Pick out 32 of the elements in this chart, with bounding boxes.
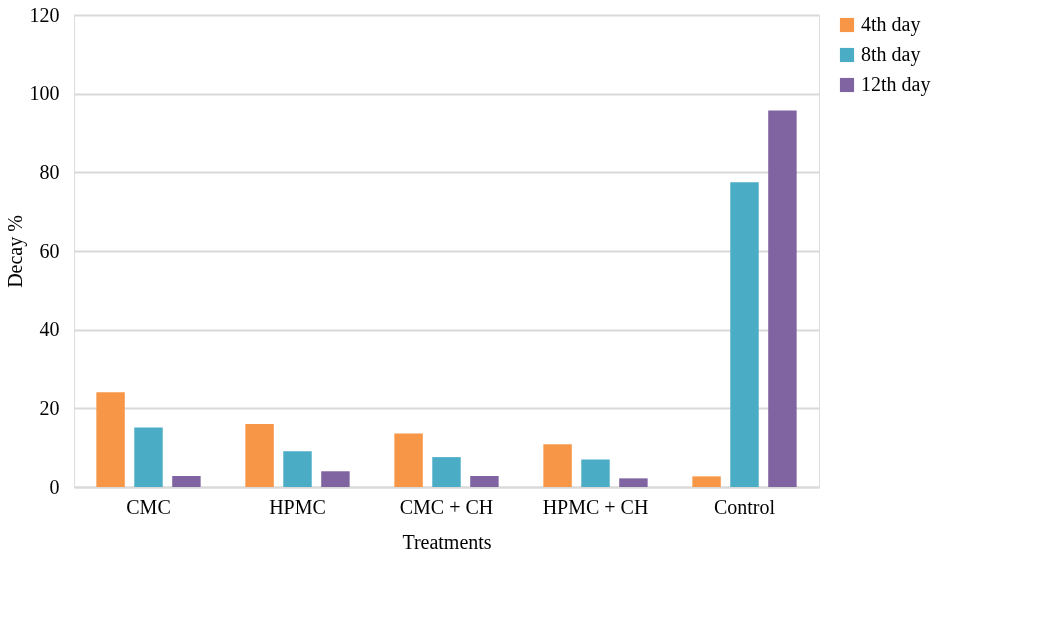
x-tick-label: CMC + CH <box>399 495 494 518</box>
y-tick-label: 40 <box>39 318 60 341</box>
x-tick-label: HPMC <box>269 495 326 518</box>
x-tick-label: HPMC + CH <box>542 495 649 518</box>
y-tick-label: 100 <box>29 82 60 105</box>
bar <box>692 476 721 487</box>
bar <box>432 457 461 487</box>
legend-label: 8th day <box>861 43 921 66</box>
bar <box>581 459 610 487</box>
bar <box>321 471 350 487</box>
x-tick-label: CMC <box>126 495 171 518</box>
bar <box>619 478 648 487</box>
bar <box>730 182 759 487</box>
bar <box>768 110 797 487</box>
bar <box>470 475 499 487</box>
bar <box>96 392 125 487</box>
bar <box>245 424 274 487</box>
bar <box>394 433 423 487</box>
x-axis-title: Treatments <box>402 530 492 553</box>
y-tick-label: 60 <box>39 239 60 262</box>
bar <box>543 444 572 487</box>
legend-label: 4th day <box>861 13 921 36</box>
bar <box>134 427 163 487</box>
y-tick-label: 20 <box>39 396 60 419</box>
bar <box>283 451 312 487</box>
y-tick-label: 120 <box>29 3 60 26</box>
bar <box>172 475 201 487</box>
y-tick-label: 80 <box>39 160 60 183</box>
legend-label: 12th day <box>861 73 931 96</box>
y-tick-label: 0 <box>49 475 60 498</box>
x-tick-label: Control <box>713 495 776 518</box>
y-axis-title: Decay % <box>3 215 27 288</box>
